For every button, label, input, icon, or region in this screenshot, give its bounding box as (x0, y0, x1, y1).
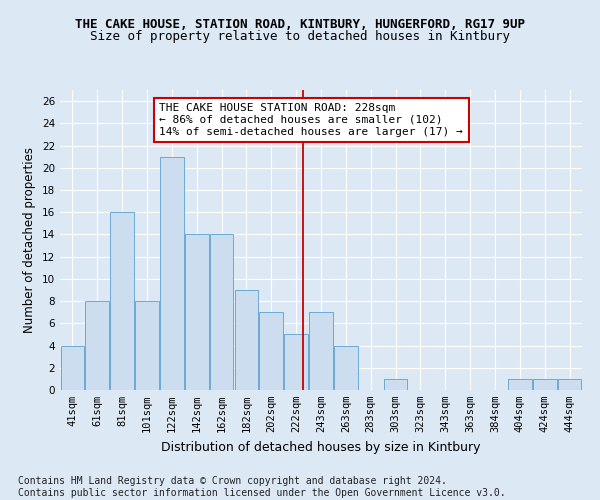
Bar (135, 301, 159, 390)
Bar (110, 212, 134, 390)
Bar (284, 334, 308, 390)
Y-axis label: Number of detached properties: Number of detached properties (23, 147, 37, 333)
Bar (533, 379, 557, 390)
Bar (558, 379, 581, 390)
Bar (185, 234, 209, 390)
Bar (334, 346, 358, 390)
Text: Contains HM Land Registry data © Crown copyright and database right 2024.
Contai: Contains HM Land Registry data © Crown c… (18, 476, 506, 498)
X-axis label: Distribution of detached houses by size in Kintbury: Distribution of detached houses by size … (161, 440, 481, 454)
Text: THE CAKE HOUSE, STATION ROAD, KINTBURY, HUNGERFORD, RG17 9UP: THE CAKE HOUSE, STATION ROAD, KINTBURY, … (75, 18, 525, 30)
Bar (235, 290, 258, 390)
Bar (85, 301, 109, 390)
Bar (160, 156, 184, 390)
Bar (508, 379, 532, 390)
Bar (384, 379, 407, 390)
Bar (309, 312, 333, 390)
Bar (61, 346, 84, 390)
Text: THE CAKE HOUSE STATION ROAD: 228sqm
← 86% of detached houses are smaller (102)
1: THE CAKE HOUSE STATION ROAD: 228sqm ← 86… (160, 104, 463, 136)
Bar (259, 312, 283, 390)
Bar (210, 234, 233, 390)
Text: Size of property relative to detached houses in Kintbury: Size of property relative to detached ho… (90, 30, 510, 43)
